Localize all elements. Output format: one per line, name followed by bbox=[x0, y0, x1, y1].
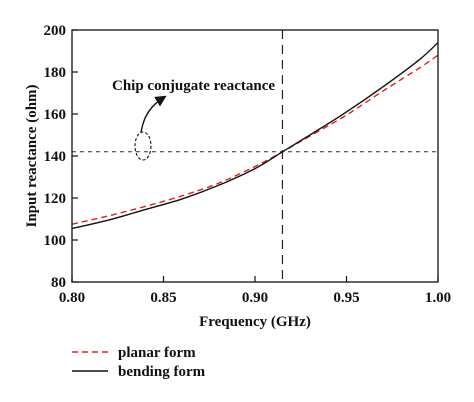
x-tick-label: 0.90 bbox=[242, 290, 268, 306]
legend-label-planar: planar form bbox=[118, 345, 196, 361]
annotation-ellipse bbox=[134, 131, 152, 161]
y-tick-label: 100 bbox=[44, 233, 67, 249]
series-line-bending-form bbox=[71, 42, 439, 230]
x-tick-label: 0.85 bbox=[150, 290, 176, 306]
y-tick-label: 180 bbox=[44, 65, 67, 81]
y-tick-label: 160 bbox=[44, 107, 67, 123]
x-axis-title: Frequency (GHz) bbox=[199, 314, 311, 330]
y-tick-label: 200 bbox=[44, 23, 67, 39]
y-axis-title: Input reactance (ohm) bbox=[24, 84, 40, 227]
series-line-planar-form bbox=[71, 54, 439, 225]
y-tick-label: 140 bbox=[44, 149, 67, 165]
annotation-label: Chip conjugate reactance bbox=[112, 78, 275, 94]
annotation-arrow bbox=[140, 95, 167, 134]
x-tick-label: 1.00 bbox=[425, 290, 451, 306]
legend-label-bending: bending form bbox=[118, 364, 206, 380]
x-tick-label: 0.95 bbox=[333, 290, 359, 306]
plot-frame bbox=[71, 29, 439, 283]
x-tick-label: 0.80 bbox=[59, 290, 85, 306]
y-tick-label: 120 bbox=[44, 191, 67, 207]
y-tick-label: 80 bbox=[51, 275, 66, 291]
